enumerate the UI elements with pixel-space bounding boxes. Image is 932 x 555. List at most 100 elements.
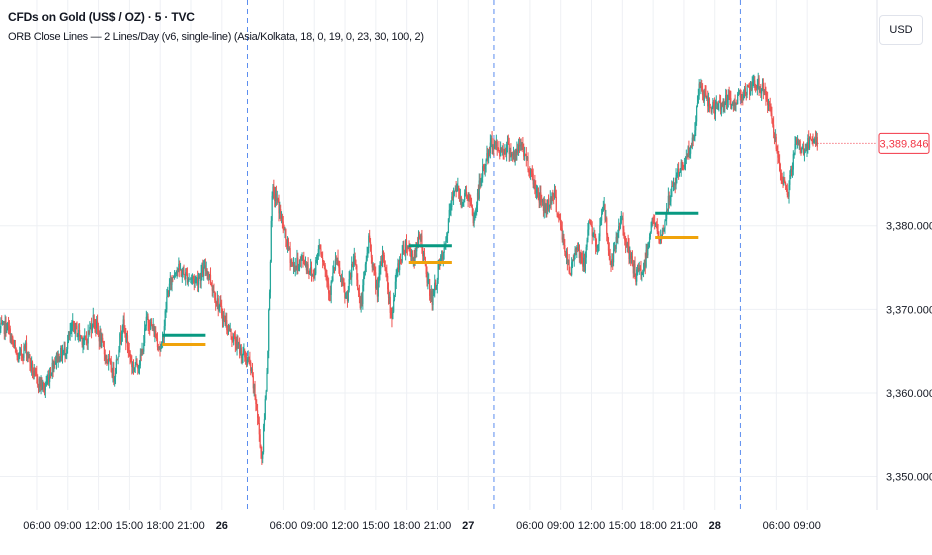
candle-body (61, 347, 63, 358)
candle-body (737, 93, 739, 105)
last-price-label: 3,389.846 (817, 132, 930, 154)
candle-body (103, 346, 106, 355)
candle-body (372, 264, 374, 268)
candle-body (156, 338, 158, 340)
candle-body (316, 257, 318, 260)
candle-body (549, 197, 551, 206)
candle-body (565, 252, 568, 258)
candle-body (141, 348, 143, 356)
candle-body (648, 237, 651, 243)
candle-body (369, 242, 372, 252)
candle-body (731, 104, 733, 109)
candle-body (330, 281, 332, 295)
candle-body (145, 316, 147, 326)
candle-body (676, 175, 678, 177)
candle-body (37, 376, 39, 385)
candle-body (168, 283, 171, 295)
x-tick-label: 26 (216, 520, 228, 532)
indicator-label[interactable]: ORB Close Lines — 2 Lines/Day (v6, singl… (8, 31, 424, 43)
candle-body (775, 136, 777, 149)
candle-body (361, 299, 363, 304)
candle-body (760, 90, 762, 94)
candle-body (147, 316, 149, 323)
candle-body (354, 255, 356, 264)
candle-body (143, 342, 145, 352)
candle-body (499, 150, 501, 157)
candle-body (250, 369, 253, 372)
candle-body (125, 331, 127, 342)
candle-body (80, 335, 82, 337)
candle-body (221, 305, 223, 316)
candle-body (244, 350, 246, 358)
candle-body (203, 265, 206, 267)
candle-body (193, 278, 195, 283)
candle-body (83, 340, 85, 343)
candle-body (292, 264, 295, 267)
candle-body (563, 237, 565, 246)
candle-body (7, 323, 10, 328)
candle-body (234, 336, 236, 345)
candle-body (109, 359, 111, 361)
candle-body (396, 270, 398, 273)
candle-body (230, 328, 232, 337)
candle-body (662, 230, 664, 232)
candle-body (236, 339, 238, 350)
candle-body (318, 245, 320, 250)
x-tick-label: 21:00 (670, 520, 698, 532)
candle-body (421, 235, 423, 249)
candle-body (382, 250, 384, 256)
candle-body (229, 328, 231, 332)
time-axis[interactable]: 06:00 09:00 12:00 15:00 18:00 21:00 26 06:00 09:… (23, 520, 821, 532)
candle-body (339, 275, 342, 277)
candle-body (322, 261, 325, 265)
candle-body (403, 244, 405, 251)
candle-body (129, 351, 131, 357)
candle-body (466, 194, 468, 197)
candle-body (456, 190, 458, 192)
candle-body (779, 170, 782, 174)
candle-body (791, 169, 794, 172)
candle-body (61, 352, 64, 358)
candle-body (490, 138, 492, 143)
candle-body (77, 334, 79, 337)
candle-body (434, 282, 437, 290)
price-axis[interactable]: 3,350.000 3,360.000 3,370.000 3,380.000 (886, 221, 932, 484)
candle-body (643, 259, 645, 271)
candle-body (298, 266, 300, 270)
candle-body (280, 215, 283, 219)
candle-body (387, 275, 389, 290)
candle-body (331, 280, 333, 282)
candle-body (443, 247, 445, 253)
candle-body (656, 225, 658, 232)
candle-body (755, 85, 757, 89)
currency-button[interactable]: USD (879, 15, 923, 45)
candle-body (688, 147, 690, 156)
candle-body (422, 248, 424, 257)
candle-body (629, 253, 631, 259)
candle-body (115, 359, 117, 373)
candle-body (449, 209, 451, 211)
candle-body (706, 96, 708, 99)
candle-body (375, 285, 378, 289)
candle-body (217, 298, 219, 310)
candle-body (158, 347, 160, 349)
candle-body (414, 249, 416, 264)
candle-body (127, 347, 129, 351)
candle-body (344, 288, 346, 299)
candle-body (239, 347, 242, 354)
candle-body (446, 233, 449, 236)
candle-body (186, 273, 189, 283)
candle-body (470, 201, 472, 205)
candle-body (546, 204, 548, 210)
candle-body (112, 367, 114, 377)
candle-body (529, 169, 532, 175)
candle-body (697, 95, 699, 103)
candle-body (264, 399, 266, 420)
candle-body (614, 245, 616, 249)
candle-body (777, 151, 779, 158)
candle-body (76, 325, 78, 337)
candle-body (161, 342, 163, 348)
candle-body (280, 209, 282, 219)
